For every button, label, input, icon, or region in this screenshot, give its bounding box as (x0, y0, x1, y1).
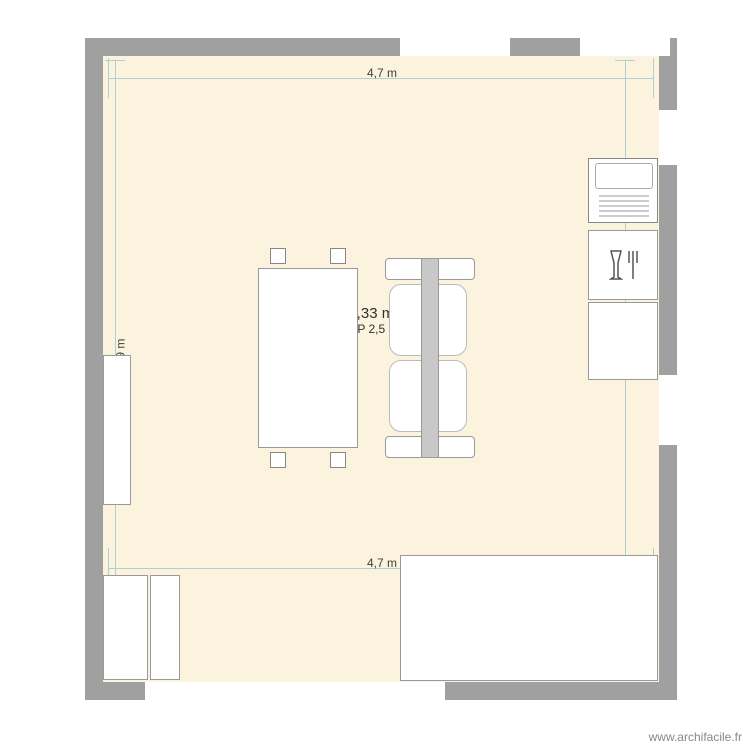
sink-ridge (599, 210, 649, 212)
kitchen-sink[interactable] (588, 158, 658, 223)
chair-tr[interactable] (330, 248, 346, 264)
sink-ridge (599, 200, 649, 202)
opening-right-2 (659, 375, 677, 445)
island-bottom-right[interactable] (400, 555, 658, 681)
sink-ridge (599, 205, 649, 207)
chair-tl[interactable] (270, 248, 286, 264)
glass-fork-icon (607, 249, 641, 283)
chair-bl[interactable] (270, 452, 286, 468)
island-bottom-left-1[interactable] (103, 575, 148, 680)
sofa-back (421, 258, 439, 458)
dim-label-bottom: 4,7 m (365, 556, 399, 570)
dim-tick (615, 60, 635, 61)
island-bottom-left-2[interactable] (150, 575, 180, 680)
dishwasher[interactable] (588, 230, 658, 300)
dim-label-top: 4,7 m (365, 66, 399, 80)
opening-top-2 (580, 38, 670, 56)
shelf-left[interactable] (103, 355, 131, 505)
sink-ridge (599, 195, 649, 197)
sink-basin (595, 163, 653, 189)
sink-ridge (599, 215, 649, 217)
opening-bottom-1 (145, 682, 445, 700)
watermark: www.archifacile.fr (649, 730, 742, 744)
counter-right[interactable] (588, 302, 658, 380)
opening-right-1 (659, 110, 677, 165)
dim-tick (653, 58, 654, 98)
sofa[interactable] (385, 258, 475, 458)
dim-tick (108, 58, 109, 98)
opening-top-1 (400, 38, 510, 56)
dim-tick (105, 60, 125, 61)
floorplan-canvas: 4,7 m 4,7 m 5,39 m 5,39 m 25,33 m² HSP 2… (0, 0, 750, 750)
dining-table[interactable] (258, 268, 358, 448)
chair-br[interactable] (330, 452, 346, 468)
